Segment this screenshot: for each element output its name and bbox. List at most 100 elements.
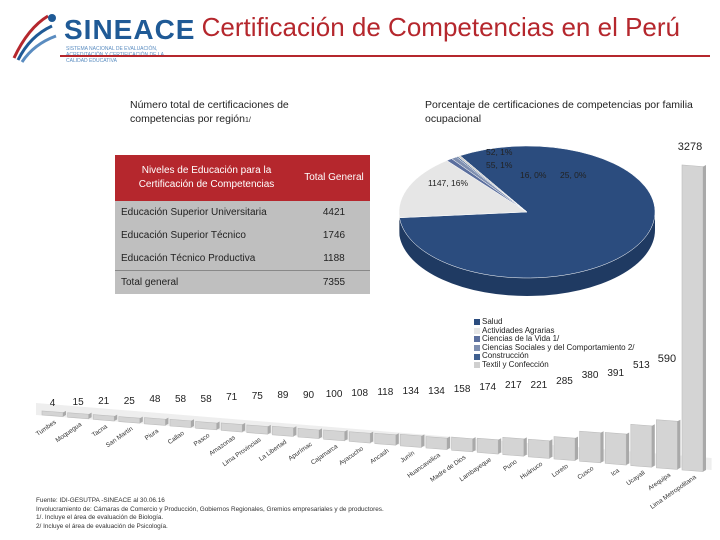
bar-side [575,436,578,461]
bar-category-label: Tumbes [35,419,58,438]
table-cell-label: Educación Superior Técnico [121,230,246,241]
bar-category-label: Puno [502,458,519,473]
pie-slice [398,160,528,219]
pie-slice-side [399,212,655,297]
bar [144,417,166,426]
legend-item: Ciencias de la Vida 1/ [474,335,635,344]
pie-legend: Salud Actividades Agrarias Ciencias de la … [474,317,635,370]
bar-side [370,431,374,443]
legend-item: Textil y Confección [474,359,635,370]
table-cell-value: 4421 [322,207,346,218]
legend-label: Actividades Agrarias [482,325,555,335]
footer-source: Fuente: IDI-GESUTPA -SINEACE al 30.06.16 [36,497,165,504]
bar-category-label: Callao [167,430,186,446]
bar [604,432,627,466]
bar-side [114,414,118,421]
bar [681,164,704,472]
bar-value-label: 89 [277,390,289,401]
bar-category-label: Pasco [193,432,212,448]
bar-side [293,426,297,437]
footer-note: Involucramiento de: Cámaras de Comercio … [36,505,384,513]
bar-value-label: 25 [124,396,136,407]
bar-category-label: Junín [399,449,416,464]
bar-category-label: Arequipa [647,471,672,492]
bar-value-label: 21 [98,396,110,407]
bar [195,421,217,431]
bar-side [421,434,425,448]
education-levels-table: Niveles de Educación para la Certificaci… [115,155,370,294]
pie-slice-label: 55, 1% [486,160,513,170]
bar-category-label: Cusco [576,465,595,481]
bar [528,438,550,459]
bar-side [677,419,681,470]
table-total-value: 7355 [298,270,370,294]
bar-category-label: La Libertad [258,438,289,462]
bar [374,432,397,446]
pie-slice-label: 25, 0% [560,170,587,180]
bar-category-label: Tacna [91,423,109,439]
bar [502,436,525,457]
pie-chart: 1147, 16% 55, 1% 52, 1% 16, 0% 25, 0% [398,145,656,297]
legend-item: Construcción [474,352,635,361]
bar-side [216,421,220,430]
bar-side [549,439,553,459]
bar-category-label: Loreto [551,463,570,479]
bar-category-label: Ucayali [625,470,646,488]
bar [348,431,371,444]
bar-chart-title-sup: 1/ [244,117,251,124]
bar-value-label: 221 [531,380,548,391]
legend-item: Actividades Agrarias [474,325,635,336]
bar-side [319,428,322,439]
legend-swatch [474,327,480,334]
bar [553,436,576,461]
legend-label: Salud [482,317,503,326]
bar-side [600,431,604,463]
legend-label: Textil y Confección [482,359,549,369]
bar [476,437,499,455]
bar-side [165,417,169,426]
table-total-label: Total general [115,270,298,294]
table-row: Educación Técnico Productiva 1188 [115,247,370,271]
pie-slice [457,155,528,213]
table-cell-value: 1746 [322,230,346,241]
footer-fn2: 2/ Incluye el área de evaluación de Psic… [36,522,168,530]
table-row: Educación Superior Universitaria 4421 [115,201,370,224]
bar [451,436,473,453]
pie-slice-label: 16, 0% [520,170,547,180]
bar [272,425,294,437]
legend-label: Ciencias de la Vida 1/ [482,334,560,344]
bar-side [472,437,476,452]
table-cell-label: Educación Superior Universitaria [121,207,267,218]
table-total-row: Total general 7355 [115,270,370,294]
legend-label: Ciencias Sociales y del Comportamiento 2… [482,342,635,352]
bar-category-label: San Martín [105,425,135,449]
bar [656,419,678,470]
bar [579,430,601,464]
bar-side [139,416,143,424]
pie-slice-label: 52, 1% [486,147,513,157]
bar-value-label: 590 [658,353,676,365]
bar-side [395,433,399,446]
bar [92,414,115,422]
bar-category-label: Piura [144,427,161,442]
legend-item: Salud [474,317,635,327]
bar-value-label: 71 [226,392,238,403]
bar-category-label: Ancash [369,447,391,465]
bar [67,412,89,420]
bar-value-label: 285 [556,376,573,387]
bar-chart-title: Número total de certificaciones de compe… [130,98,330,128]
bird-logo-icon [12,14,57,63]
bar-value-label: 3278 [678,141,702,153]
bar-category-label: Apurímac [287,440,314,462]
bar-side [242,422,246,432]
table-cell-label: Educación Técnico Productiva [121,253,256,264]
bar-value-label: 90 [303,390,315,401]
page-title: Certificación de Competencias en el Perú [201,12,680,42]
bar-value-label: 4 [50,398,56,409]
bar-side [651,424,655,468]
table-row: Educación Superior Técnico 1746 [115,224,370,247]
bar [630,423,653,468]
bar-side [63,410,66,417]
table-header-total: Total General [298,155,370,201]
